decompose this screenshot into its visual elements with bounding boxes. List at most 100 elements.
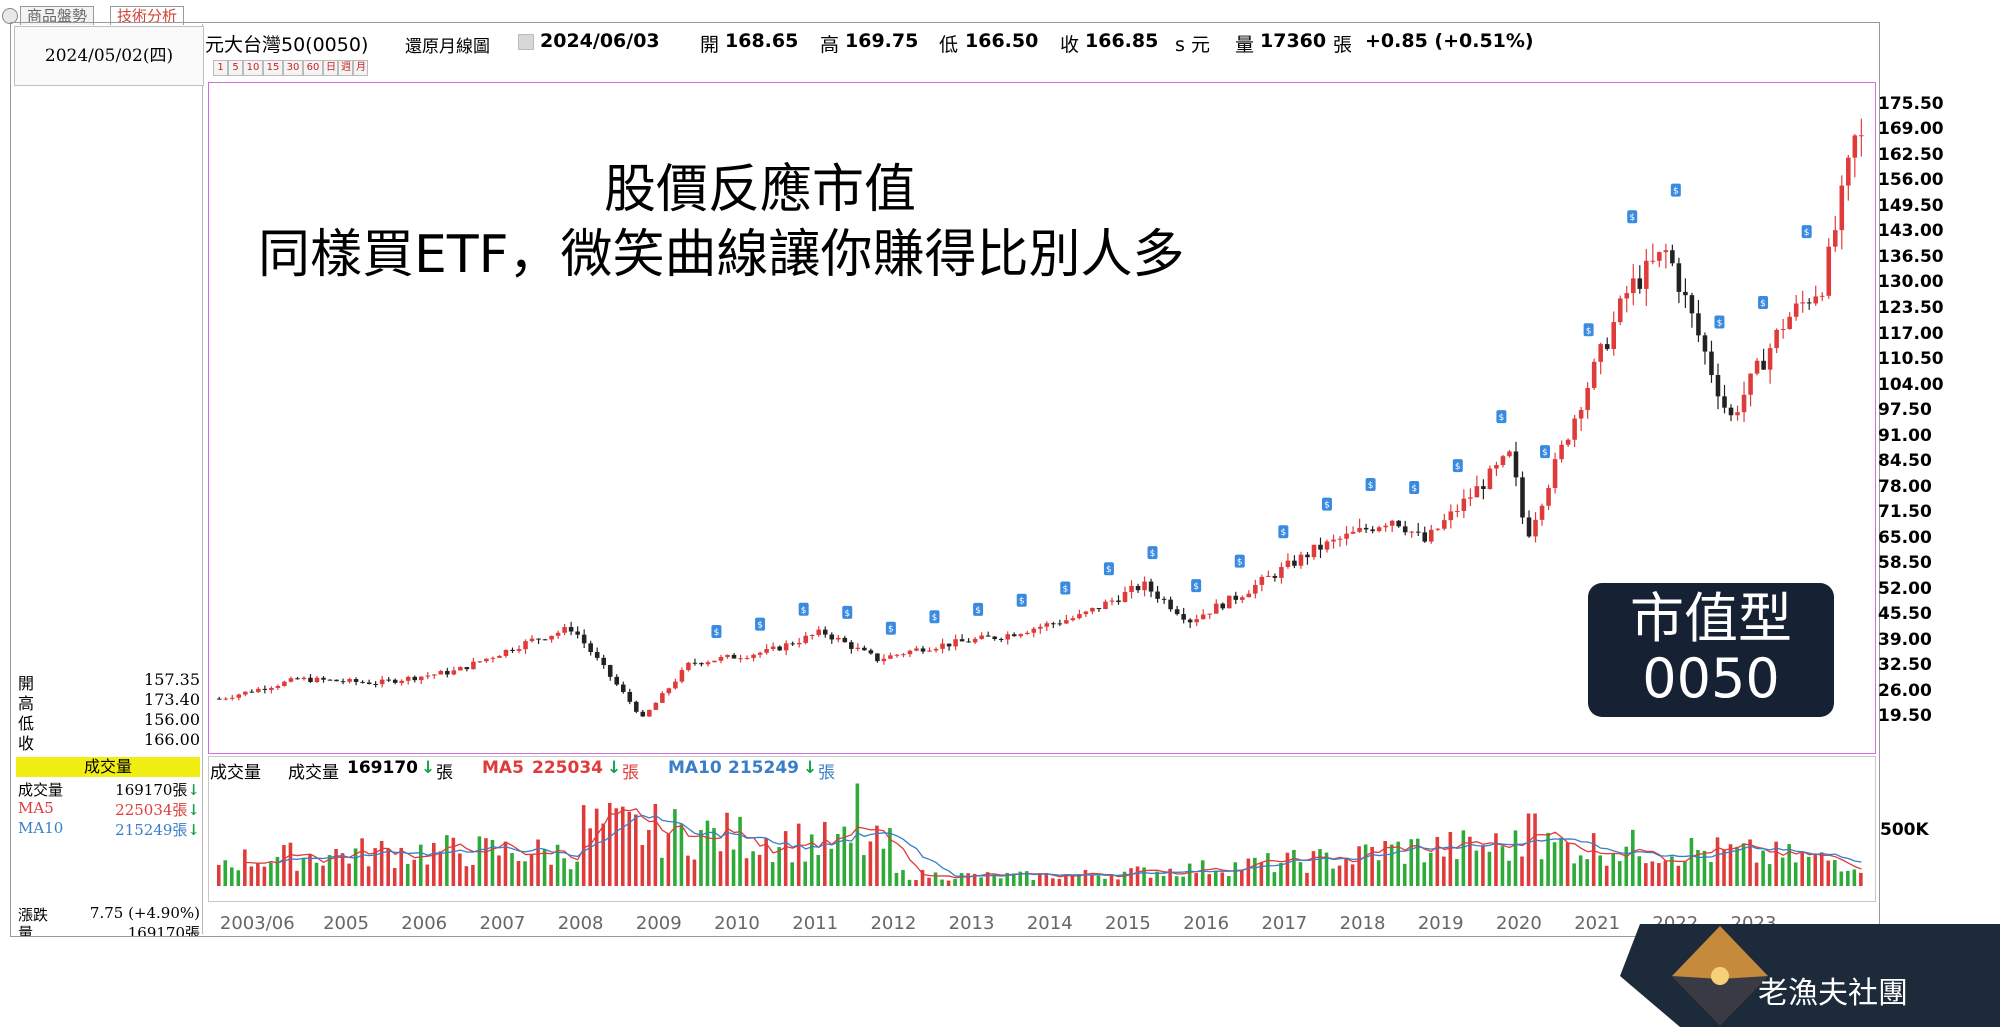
- volume-chart[interactable]: [208, 756, 1874, 900]
- volume-bar: [327, 855, 332, 886]
- volume-bar: [718, 851, 723, 886]
- y-tick-label: 45.50: [1878, 604, 1932, 625]
- volume-bar: [738, 816, 742, 886]
- volume-bar: [1696, 850, 1700, 886]
- period-button-1[interactable]: 5: [228, 60, 243, 76]
- candle-body: [1481, 486, 1486, 489]
- change-row: 漲跌 7.75 (+4.90%): [18, 904, 202, 924]
- volume-bar: [660, 857, 664, 886]
- dividend-marker-symbol: $: [757, 621, 763, 631]
- candle-body: [418, 676, 424, 681]
- candle-body: [868, 650, 874, 654]
- y-tick-label: 110.50: [1878, 349, 1944, 370]
- candle-body: [1096, 607, 1102, 610]
- candle-body: [966, 641, 971, 643]
- candle-body: [458, 667, 463, 671]
- volume-bar: [1598, 855, 1602, 886]
- period-button-8[interactable]: 月: [353, 60, 368, 76]
- volume-bar: [634, 814, 638, 886]
- candle-body: [438, 670, 444, 675]
- volume-bar: [751, 851, 755, 886]
- period-button-6[interactable]: 日: [323, 60, 338, 76]
- volume-bar: [842, 826, 847, 886]
- candle-body: [959, 639, 965, 642]
- dividend-marker-box: [973, 602, 984, 616]
- period-button-0[interactable]: 1: [213, 60, 228, 76]
- x-tick-label: 2017: [1261, 913, 1308, 934]
- candlestick-chart[interactable]: $ $ $ $ $ $ $ $ $ $ $ $ $ $ $ $ $ $ $ $ $ $ $ $ $ $: [208, 82, 1874, 752]
- candle-body: [555, 632, 561, 636]
- dividend-marker: $: [973, 602, 984, 616]
- dividend-marker-symbol: $: [1019, 597, 1025, 607]
- down-arrow-icon: ↓: [187, 781, 200, 799]
- volume-bar: [1207, 874, 1212, 886]
- candle-body: [1337, 538, 1343, 540]
- current-date: 2024/05/02(四): [14, 26, 204, 86]
- volume-bar: [959, 872, 964, 886]
- dividend-marker-box: [1016, 593, 1027, 607]
- volume-bar: [920, 869, 925, 886]
- volume-bar: [1735, 846, 1739, 886]
- volume-bar: [1819, 852, 1824, 886]
- dropdown-icon[interactable]: [518, 34, 534, 50]
- volume-bar: [1011, 873, 1016, 886]
- y-tick-label: 162.50: [1878, 144, 1944, 165]
- symbol-name[interactable]: 元大台灣50(0050): [205, 34, 369, 56]
- period-button-7[interactable]: 週: [338, 60, 353, 76]
- candle-body: [1839, 185, 1845, 231]
- x-tick-label: 2011: [792, 913, 839, 934]
- candle-body: [1292, 560, 1297, 566]
- volume-bar: [1122, 871, 1127, 886]
- volume-bar: [1728, 844, 1733, 886]
- dividend-marker-box: [1191, 579, 1202, 593]
- candle-body: [647, 709, 652, 717]
- y-tick-label: 52.00: [1878, 578, 1932, 599]
- volume-value-wrap: 169170張↓: [115, 779, 200, 800]
- candle-body: [1552, 459, 1558, 488]
- volume-header: 成交量: [16, 757, 200, 777]
- tab-technical[interactable]: 技術分析: [110, 6, 185, 25]
- etf-type-badge: 市值型 0050: [1588, 583, 1834, 717]
- volume-bar: [1644, 863, 1648, 886]
- volume-bar: [243, 849, 247, 886]
- volume-bar: [523, 861, 527, 886]
- dividend-marker-symbol: $: [801, 606, 807, 616]
- candle-body: [484, 658, 489, 662]
- ma5-value: 225034張: [115, 801, 188, 819]
- volume-bar: [1591, 833, 1596, 886]
- period-button-3[interactable]: 15: [263, 60, 283, 76]
- candle-body: [1826, 246, 1832, 296]
- candle-body: [288, 678, 294, 682]
- volume-bar: [1481, 845, 1485, 886]
- period-button-4[interactable]: 30: [283, 60, 303, 76]
- period-button-2[interactable]: 10: [243, 60, 263, 76]
- candle-body: [523, 641, 528, 650]
- dividend-marker-symbol: $: [1411, 484, 1417, 494]
- dividend-marker: $: [1365, 478, 1376, 492]
- volume-bar: [1402, 863, 1407, 886]
- candle-body: [627, 691, 633, 702]
- candle-body: [1285, 560, 1291, 567]
- candle-body: [1813, 296, 1819, 304]
- candle-body: [1207, 613, 1212, 615]
- volume-bar: [321, 865, 325, 886]
- tab-market[interactable]: 商品盤勢: [20, 6, 95, 25]
- volume-bar: [1513, 830, 1518, 886]
- candle-body: [888, 655, 893, 659]
- quote-date: 2024/06/03: [540, 30, 660, 52]
- candle-body: [1598, 344, 1603, 362]
- y-tick-label: 169.00: [1878, 119, 1944, 140]
- volume-bar: [1220, 872, 1225, 886]
- volume-panel-ma10-value: 215249: [728, 758, 799, 778]
- chart-mode[interactable]: 還原月線圖: [405, 37, 490, 57]
- y-tick-label: 78.00: [1878, 476, 1932, 497]
- candle-body: [256, 688, 261, 693]
- dividend-marker-symbol: $: [888, 625, 894, 635]
- volume-bar: [1090, 874, 1094, 886]
- period-button-5[interactable]: 60: [303, 60, 323, 76]
- volume-bar: [822, 821, 827, 886]
- volume-panel-title: 成交量: [210, 763, 261, 783]
- vol2-label: 量: [18, 924, 34, 936]
- candle-body: [301, 677, 307, 680]
- overlay-title: 股價反應市值: [603, 160, 916, 220]
